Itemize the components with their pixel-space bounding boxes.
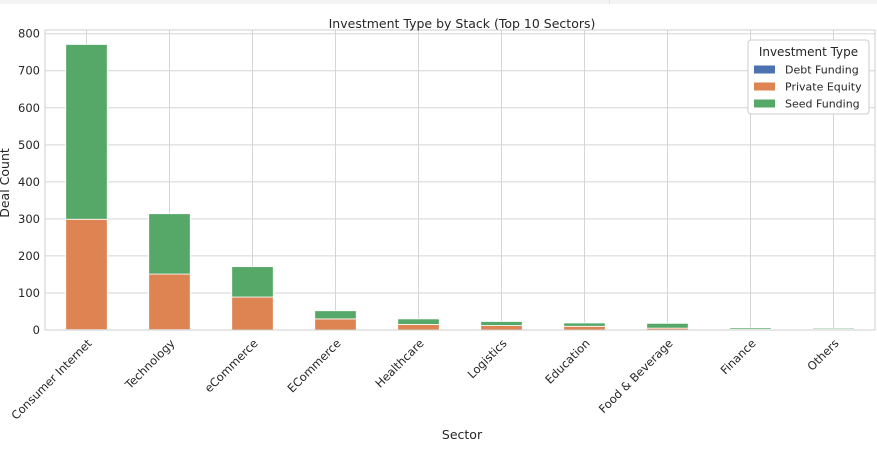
bar-segment [563,322,606,327]
legend-entries: Debt Funding Private Equity Seed Funding [754,64,862,111]
legend-title: Investment Type [759,45,858,59]
x-tick-label: Education [542,336,592,386]
x-tick-label: Logistics [465,336,510,381]
y-tick-label: 600 [18,101,40,115]
bar-segment [729,327,772,330]
bar-segment [65,44,108,220]
y-tick-label: 0 [33,323,40,337]
bar-segment [314,310,357,320]
legend: Investment Type Debt Funding Private Equi… [747,39,870,115]
x-tick-label: ECommerce [284,336,343,395]
bar-segment [646,322,689,329]
x-tick-label: Food & Beverage [596,336,676,416]
x-tick-label: Technology [121,336,177,392]
legend-swatch [754,99,775,108]
x-ticks: Consumer Internet Technology eCommerce ECom… [8,336,841,423]
bar-segment [563,325,606,331]
legend-frame [747,39,870,115]
y-tick-label: 400 [18,175,40,189]
legend-label: Seed Funding [785,98,860,111]
x-tick-label: Others [804,336,841,373]
bar-segment [231,266,274,298]
bar-segment [148,273,191,331]
y-ticks: 0 100 200 300 400 500 600 700 800 [18,27,40,337]
bar-segment [397,318,440,325]
x-tick-label: Consumer Internet [8,336,95,423]
legend-swatch [754,65,775,74]
legend-label: Private Equity [785,81,862,94]
bar-segment [812,327,855,330]
y-tick-label: 300 [18,212,40,226]
bar-segment [480,321,523,326]
legend-label: Debt Funding [785,64,859,77]
y-tick-label: 100 [18,286,40,300]
bar-segment [231,296,274,331]
x-tick-label: eCommerce [202,336,261,395]
chart-title: Investment Type by Stack (Top 10 Sectors… [329,16,596,31]
y-tick-label: 700 [18,64,40,78]
y-tick-label: 500 [18,138,40,152]
bar-segment [397,324,440,331]
x-axis-label: Sector [442,427,483,442]
bar-segment [480,325,523,331]
y-axis-label: Deal Count [0,148,12,218]
plot-frame [44,29,876,331]
legend-swatch [754,82,775,91]
y-tick-label: 800 [18,27,40,41]
top-strip-divider [609,0,610,4]
bar-segment [65,218,108,331]
x-tick-label: Healthcare [372,336,426,390]
top-strip [0,0,877,4]
bar-segment [314,318,357,331]
y-tick-label: 200 [18,249,40,263]
x-tick-label: Finance [718,336,759,377]
bar-segment [148,213,191,275]
